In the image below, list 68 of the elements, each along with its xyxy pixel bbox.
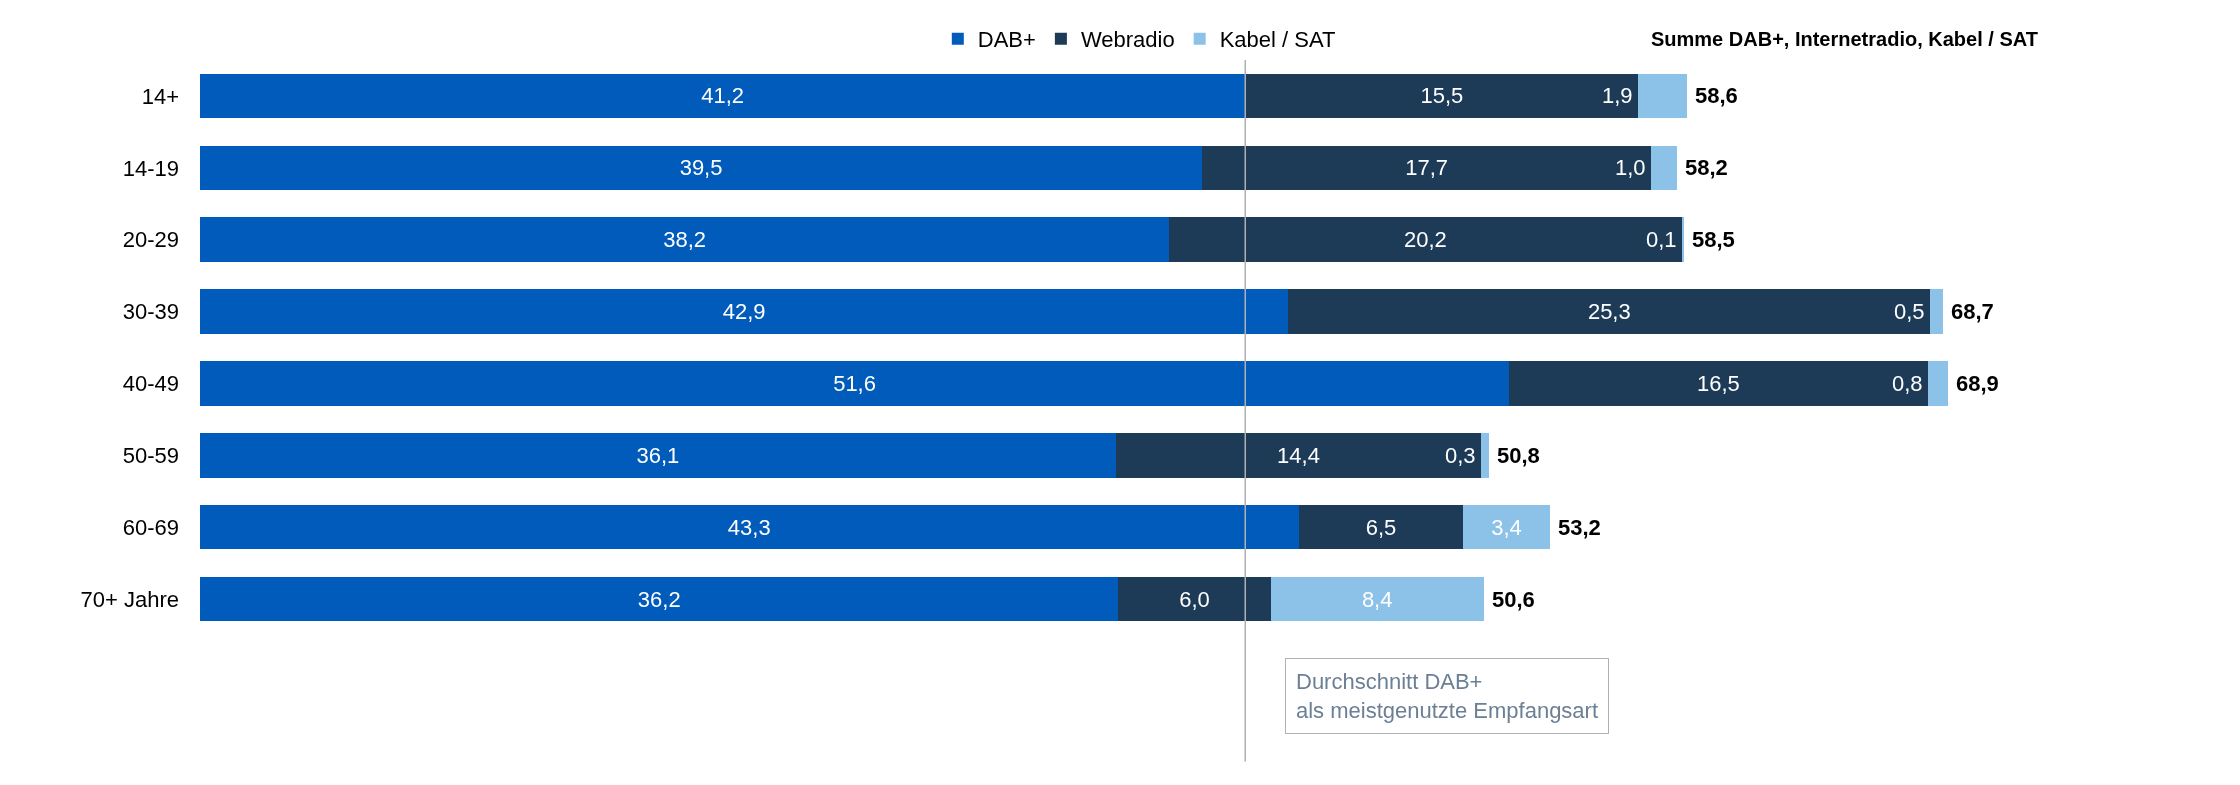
data-label: 3,4 (1491, 514, 1522, 540)
y-tick-label: 50-59 (122, 443, 179, 469)
bar (1118, 576, 1271, 622)
bar (1288, 289, 1931, 334)
data-label: 6,5 (1365, 514, 1397, 540)
bar (200, 576, 1119, 622)
total-label: 68,7 (1951, 299, 1994, 324)
data-label: 0,8 (1892, 371, 1923, 396)
data-label: 0,5 (1894, 299, 1925, 324)
data-label: 14,4 (1277, 442, 1320, 468)
y-tick-label: 14-19 (122, 155, 179, 181)
data-label: 6,0 (1179, 586, 1210, 612)
data-label: 8,4 (1361, 586, 1393, 612)
bar (1463, 504, 1550, 550)
data-label: 17,7 (1405, 155, 1449, 181)
data-label: 0,3 (1445, 443, 1476, 468)
legend-label: DAB+ (977, 27, 1036, 53)
data-label: 0,1 (1646, 227, 1677, 252)
legend-label: Kabel / SAT (1219, 27, 1336, 53)
y-tick-label: 30-39 (122, 299, 179, 325)
bar (1651, 145, 1677, 191)
bar (1481, 433, 1489, 478)
data-label: 41,2 (701, 83, 745, 109)
data-label: 42,9 (722, 299, 766, 325)
bar (1509, 361, 1928, 406)
data-label: 43,3 (727, 514, 771, 540)
bar (200, 433, 1116, 478)
ref-line-label: Durchschnitt DAB+ als meistgenutzte Empfangsart (1296, 669, 1599, 723)
bar (1169, 217, 1682, 262)
y-tick-label: 70+ Jahre (80, 586, 179, 612)
y-tick-label: 20-29 (122, 227, 179, 253)
data-label: 25,3 (1587, 299, 1631, 325)
bar (1298, 504, 1464, 550)
bar (1202, 145, 1652, 191)
total-label: 53,2 (1558, 515, 1601, 540)
bar (1115, 433, 1482, 478)
bar (200, 504, 1299, 550)
bar (1270, 576, 1484, 622)
data-label: 39,5 (679, 155, 723, 181)
y-tick-label: 14+ (141, 83, 179, 109)
legend-label: Webradio (1080, 27, 1175, 53)
data-label: 16,5 (1696, 370, 1740, 396)
data-label: 15,5 (1420, 83, 1464, 109)
bar (1638, 73, 1687, 119)
bar (1245, 73, 1639, 119)
bar (200, 145, 1203, 191)
total-label: 58,6 (1695, 83, 1738, 108)
data-label: 20,2 (1403, 227, 1447, 253)
data-label: 51,6 (833, 370, 876, 396)
data-label: 38,2 (663, 227, 706, 253)
total-label: 58,2 (1685, 155, 1728, 180)
total-label: 50,8 (1497, 443, 1540, 468)
bar (200, 73, 1246, 119)
total-label: 50,6 (1492, 587, 1535, 612)
y-tick-label: 40-49 (122, 371, 179, 397)
y-tick-label: 60-69 (122, 514, 179, 540)
data-label: 1,9 (1602, 83, 1633, 108)
total-label: 68,9 (1956, 371, 1999, 396)
text: Summe DAB+, Internetradio, Kabel / SAT (1651, 28, 2038, 50)
bar (200, 289, 1289, 334)
bar (200, 361, 1510, 406)
data-label: 36,1 (636, 442, 680, 468)
bar (1927, 361, 1948, 406)
data-label: 36,2 (637, 586, 681, 612)
bar (200, 217, 1170, 262)
bar (1930, 289, 1943, 334)
data-label: 1,0 (1615, 155, 1646, 180)
total-label: 58,5 (1692, 227, 1735, 252)
